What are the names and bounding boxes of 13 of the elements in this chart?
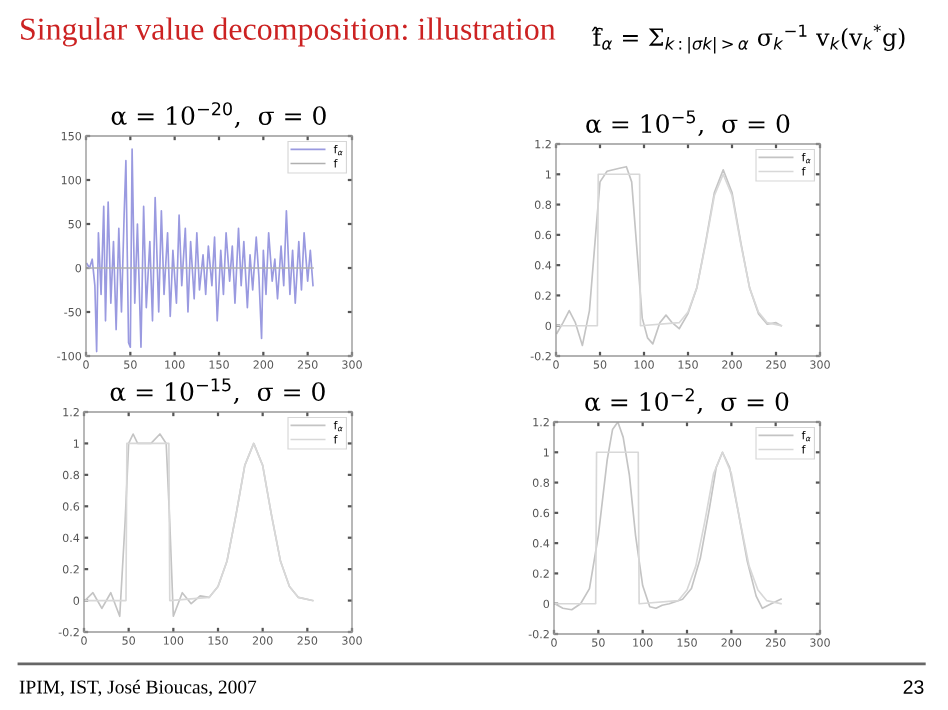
line-series [554,422,782,611]
text: Singular value decomposition: illustration [21,17,556,47]
line-series [554,451,782,605]
line-series [556,165,783,347]
line-series [86,148,314,353]
line-series [556,173,783,327]
chart-title: α = 10$^{−15}$, σ = 0 [110,378,325,405]
text: 23 [903,680,924,694]
chart-title: α = 10$^{−20}$, σ = 0 [111,102,326,129]
text: f̂$_{α}$ = Σ$_{k:|σk|>α}$ σ$_{k}$$^{−1}$ v$_{k}$(v$_{k}$$^{*}$g) [591,24,905,54]
chart-title: α = 10$^{−2}$, σ = 0 [585,388,789,415]
text: IPIM, IST, José Bioucas, 2007 [19,679,257,697]
chart-title: α = 10$^{−5}$, σ = 0 [586,110,790,137]
